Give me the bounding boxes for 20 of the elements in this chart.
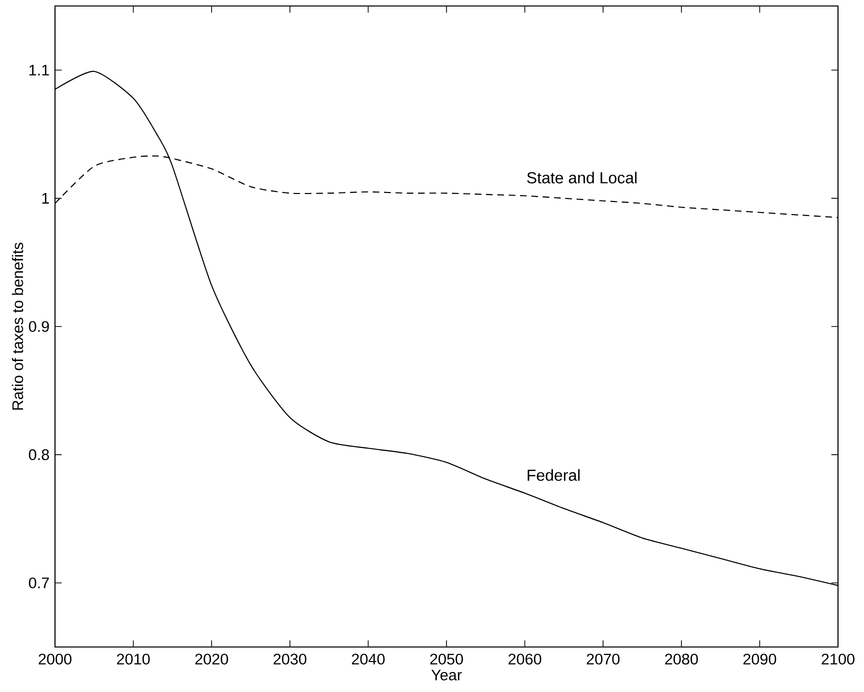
y-tick-label: 1 — [42, 193, 49, 204]
y-tick-label: 0.8 — [28, 449, 49, 460]
y-tick-label: 1.1 — [29, 64, 49, 76]
x-tick-label: 2050 — [430, 654, 463, 665]
x-tick-label: 2100 — [822, 654, 854, 665]
series-label: Federal — [528, 469, 580, 481]
series-label: State and Local — [527, 172, 637, 184]
x-tick-label: 2070 — [586, 654, 620, 665]
x-tick-label: 2020 — [195, 654, 228, 665]
x-tick-label: 2030 — [274, 654, 306, 665]
x-tick-label: 2090 — [743, 654, 776, 665]
x-tick-label: 2000 — [38, 654, 72, 665]
x-tick-label: 2010 — [117, 654, 150, 665]
x-tick-label: 2080 — [665, 654, 698, 665]
x-axis-title: Year — [431, 670, 462, 680]
y-tick-label: 0.9 — [28, 321, 49, 332]
x-tick-label: 2060 — [508, 654, 542, 665]
y-axis-title: Ratio of taxes to benefits — [12, 242, 24, 410]
x-tick-label: 2040 — [352, 654, 385, 665]
y-tick-label: 0.7 — [28, 577, 49, 588]
